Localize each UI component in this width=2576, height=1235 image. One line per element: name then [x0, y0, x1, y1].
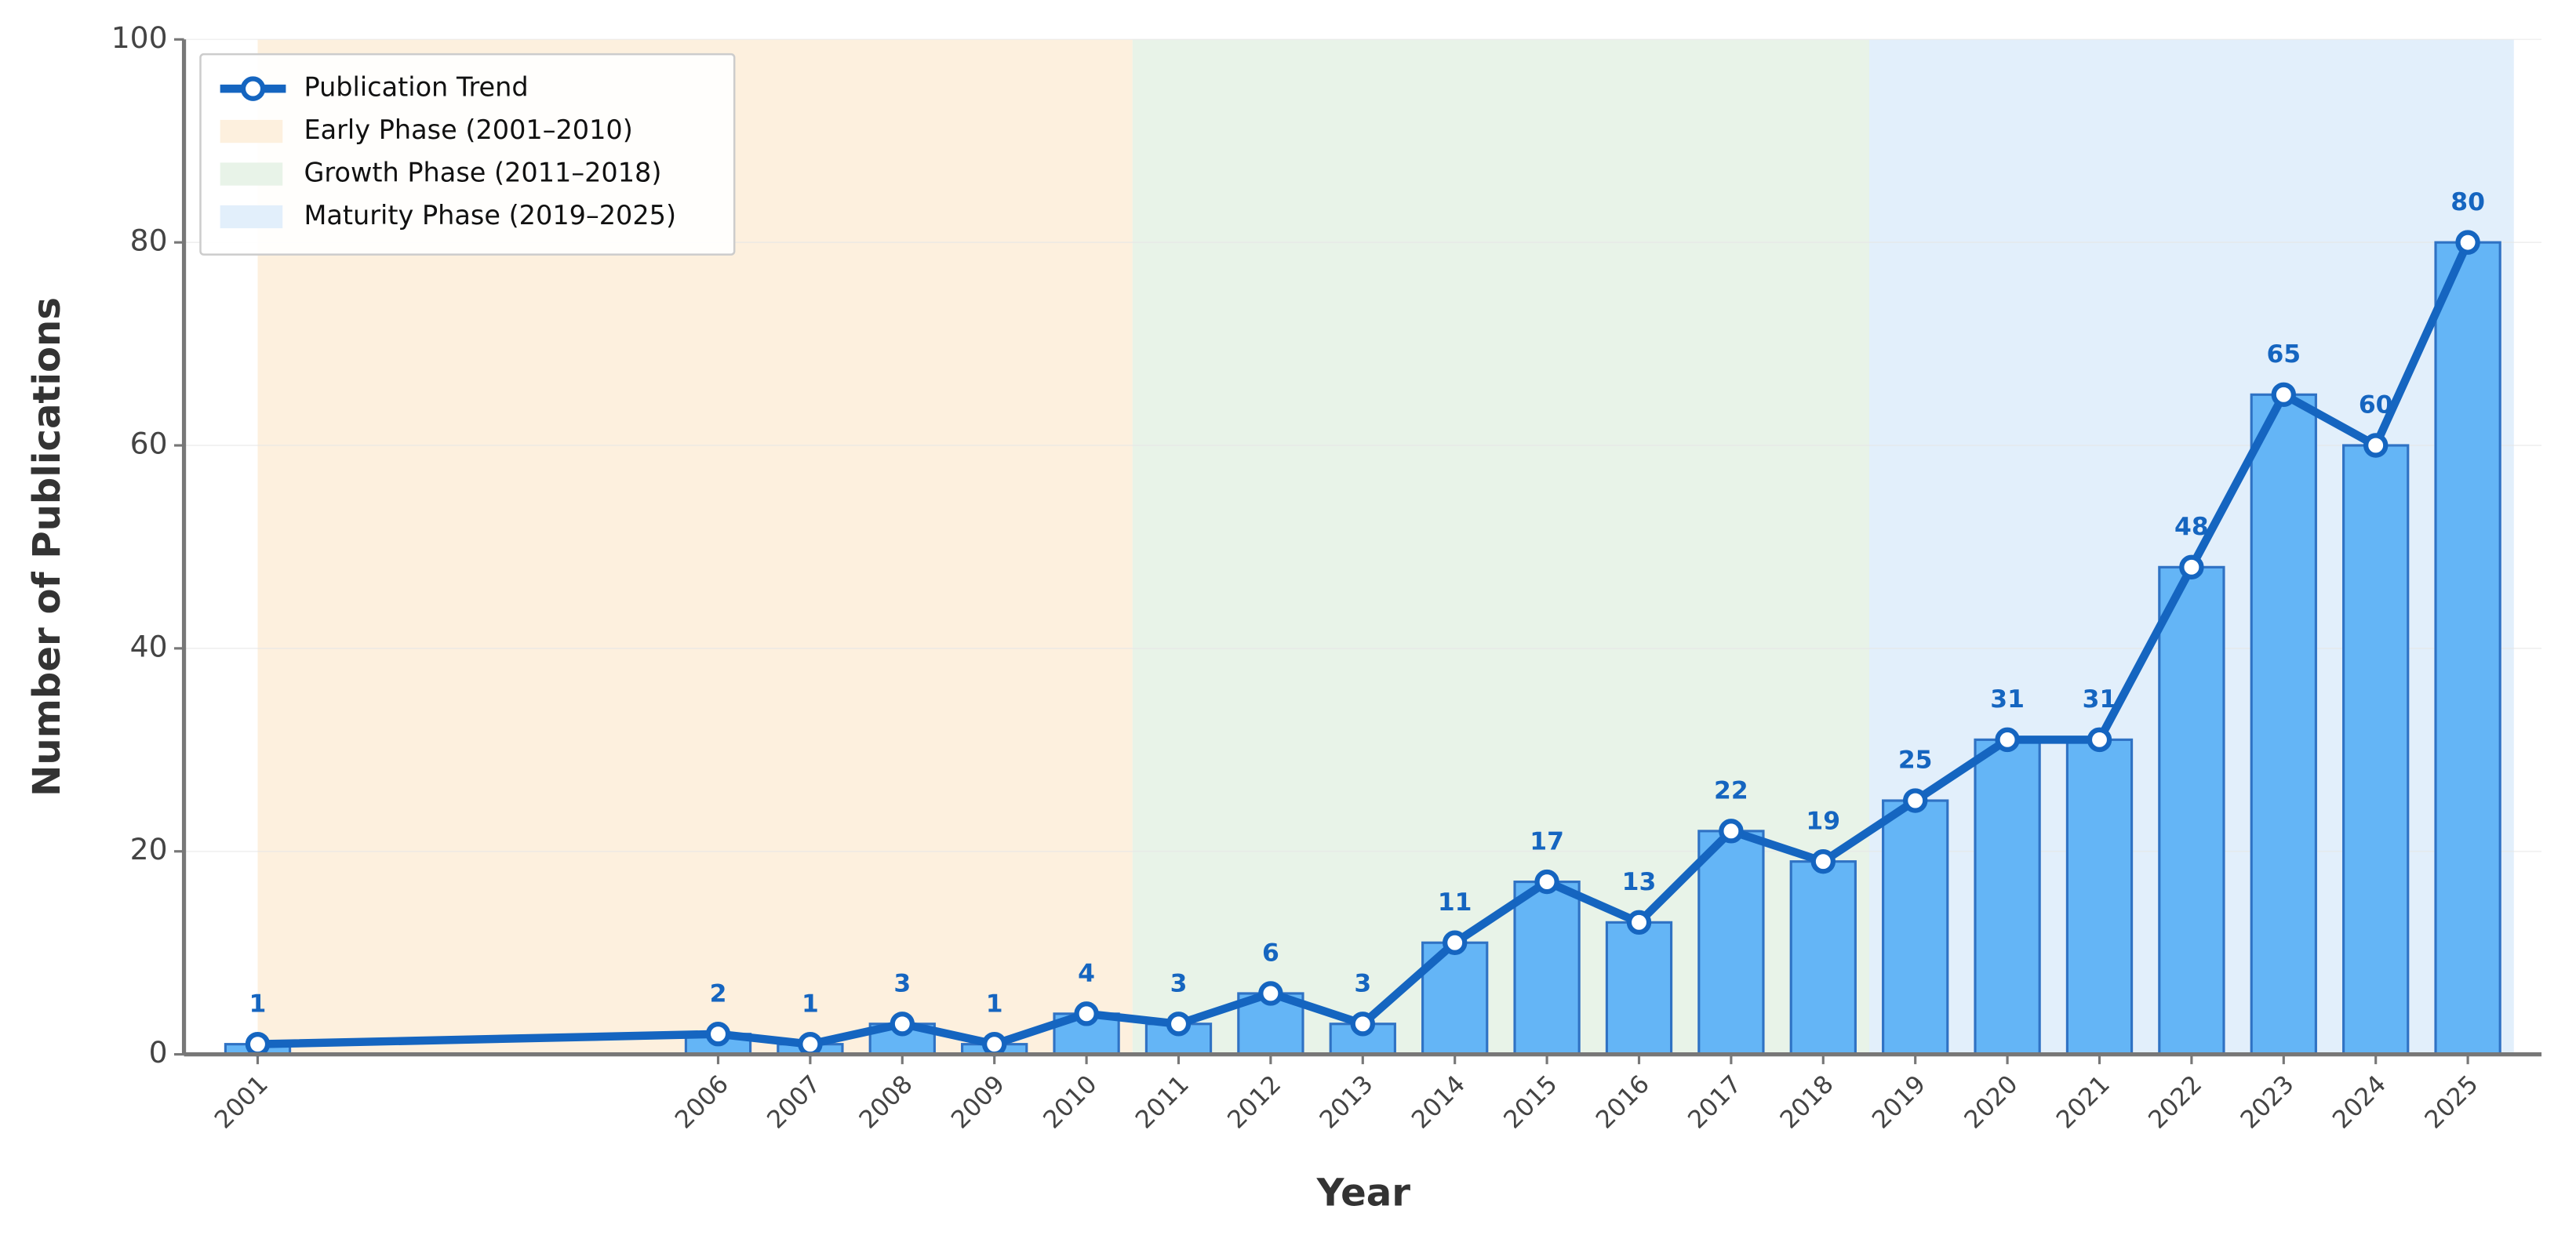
- x-tick-label: 2010: [1039, 1070, 1103, 1135]
- y-tick-label: 100: [111, 20, 168, 55]
- legend-swatch: [220, 205, 283, 229]
- x-tick-label: 2018: [1775, 1070, 1839, 1135]
- y-tick-label: 20: [130, 832, 168, 866]
- value-label: 6: [1262, 939, 1279, 968]
- trend-marker: [1719, 819, 1744, 844]
- x-tick-label: 2009: [946, 1070, 1010, 1135]
- trend-marker: [2087, 727, 2112, 753]
- value-label: 17: [1530, 827, 1564, 855]
- value-label: 65: [2266, 340, 2301, 369]
- bar: [2434, 241, 2501, 1056]
- x-tick-label: 2013: [1315, 1070, 1379, 1135]
- legend-label: Maturity Phase (2019–2025): [304, 200, 676, 231]
- x-tick-label: 2020: [1959, 1070, 2024, 1135]
- trend-marker: [1810, 848, 1836, 874]
- x-tick-label: 2016: [1591, 1070, 1655, 1135]
- value-label: 48: [2174, 513, 2209, 541]
- x-tick-label: 2017: [1683, 1070, 1747, 1135]
- value-label: 25: [1898, 746, 1933, 775]
- trend-marker: [798, 1031, 823, 1057]
- legend-marker: [240, 76, 266, 101]
- trend-marker: [1995, 727, 2020, 753]
- trend-marker: [705, 1022, 731, 1047]
- legend-swatch: [220, 119, 283, 143]
- bar: [2065, 738, 2134, 1056]
- legend-swatch: [220, 162, 283, 186]
- bar: [1882, 799, 1949, 1056]
- legend: Publication Trend Early Phase (2001–2010)…: [199, 53, 736, 256]
- y-tick-label: 80: [130, 223, 168, 258]
- x-tick-label: 2001: [209, 1070, 274, 1135]
- trend-marker: [890, 1012, 915, 1037]
- x-tick-label: 2023: [2236, 1070, 2300, 1135]
- value-label: 3: [893, 970, 911, 998]
- x-axis-label: Year: [1316, 1171, 1411, 1215]
- y-tick-label: 40: [130, 629, 168, 663]
- legend-label: Growth Phase (2011–2018): [304, 158, 661, 188]
- trend-marker: [1442, 930, 1468, 955]
- trend-marker: [981, 1031, 1007, 1057]
- value-label: 31: [1990, 685, 2025, 714]
- bar: [2250, 393, 2317, 1056]
- trend-marker: [1902, 788, 1928, 813]
- trend-marker: [1166, 1012, 1192, 1037]
- trend-marker: [1534, 869, 1559, 895]
- x-tick-label: 2011: [1130, 1070, 1195, 1135]
- trend-marker: [1350, 1012, 1376, 1037]
- x-tick-label: 2019: [1867, 1070, 1931, 1135]
- bar: [1974, 738, 2041, 1056]
- x-tick-label: 2015: [1499, 1070, 1563, 1135]
- value-label: 80: [2450, 188, 2485, 216]
- bar: [2342, 444, 2410, 1056]
- trend-marker: [2363, 433, 2389, 458]
- bar: [1513, 880, 1581, 1056]
- trend-marker: [1626, 910, 1652, 935]
- trend-marker: [245, 1031, 271, 1057]
- value-label: 60: [2359, 391, 2393, 420]
- bar: [2158, 565, 2225, 1056]
- value-label: 1: [249, 990, 267, 1018]
- bar: [1789, 860, 1857, 1056]
- legend-box: [199, 53, 736, 256]
- value-label: 11: [1438, 888, 1472, 917]
- x-tick-label: 2007: [762, 1070, 826, 1135]
- y-axis-label: Number of Publications: [25, 297, 69, 797]
- value-label: 2: [710, 979, 727, 1008]
- x-tick-label: 2025: [2420, 1070, 2484, 1135]
- x-tick-label: 2014: [1406, 1070, 1471, 1135]
- x-tick-label: 2024: [2327, 1070, 2392, 1135]
- trend-marker: [2455, 230, 2480, 255]
- value-label: 13: [1622, 868, 1657, 896]
- value-label: 31: [2083, 685, 2117, 714]
- value-label: 3: [1170, 970, 1188, 998]
- x-tick-label: 2021: [2051, 1070, 2116, 1135]
- x-tick-label: 2006: [670, 1070, 734, 1135]
- bar: [1697, 830, 1765, 1056]
- value-label: 1: [986, 990, 1003, 1018]
- bar: [1605, 921, 1673, 1056]
- value-label: 22: [1714, 777, 1748, 805]
- value-label: 1: [802, 990, 819, 1018]
- y-tick-label: 60: [130, 427, 168, 461]
- trend-marker: [2179, 554, 2204, 580]
- value-label: 19: [1806, 807, 1840, 835]
- trend-marker: [2271, 382, 2297, 407]
- legend-label: Publication Trend: [304, 72, 528, 103]
- value-label: 4: [1078, 960, 1095, 988]
- x-tick-label: 2022: [2143, 1070, 2207, 1135]
- trend-marker: [1074, 1001, 1099, 1026]
- y-tick-label: 0: [149, 1035, 168, 1070]
- x-tick-label: 2012: [1222, 1070, 1286, 1135]
- x-tick-label: 2008: [854, 1070, 919, 1135]
- trend-marker: [1258, 981, 1283, 1006]
- value-label: 3: [1354, 970, 1371, 998]
- legend-label: Early Phase (2001–2010): [304, 114, 632, 145]
